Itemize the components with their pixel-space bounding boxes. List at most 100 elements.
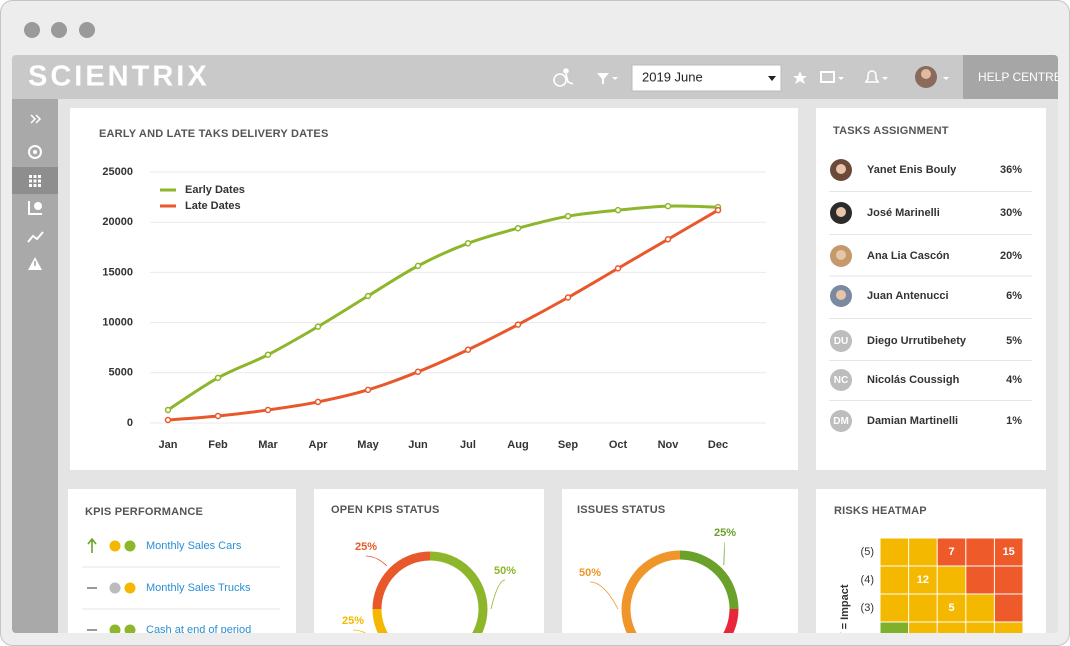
avatar <box>830 410 852 432</box>
leader-line <box>723 541 726 566</box>
leader-line <box>490 579 506 610</box>
series-line <box>167 208 719 422</box>
point <box>514 321 522 328</box>
bell-icon[interactable] <box>864 70 880 83</box>
y-tick-label: 5000 <box>109 367 133 379</box>
y-axis-label: Y = Impact <box>839 584 851 639</box>
status-dot <box>109 624 121 633</box>
y-tick-label: 25000 <box>102 166 133 178</box>
report-icon[interactable] <box>28 201 42 215</box>
card <box>816 108 1046 470</box>
point <box>614 265 622 272</box>
assignee-name: Juan Antenucci <box>867 290 949 302</box>
point <box>464 346 472 353</box>
caret <box>612 77 618 80</box>
heatmap-cell <box>994 594 1023 622</box>
assignee-name: Diego Urrutibehety <box>867 335 967 347</box>
legend-label: Early Dates <box>185 184 245 196</box>
grid-icon[interactable] <box>29 175 41 187</box>
card <box>314 489 544 633</box>
app: SCIENTRIX 2019 June HELP CENTRE <box>12 55 1062 639</box>
window-dot[interactable] <box>79 22 95 38</box>
expand-icon[interactable] <box>30 114 42 124</box>
point <box>164 416 172 424</box>
donut-slice <box>372 608 431 633</box>
donut-slice <box>372 551 431 610</box>
point <box>564 212 572 220</box>
star-icon[interactable] <box>793 71 807 84</box>
row-label: (3) <box>861 602 874 614</box>
kpi-name[interactable]: Monthly Sales Trucks <box>146 582 251 594</box>
status-dot <box>109 540 121 552</box>
date-select-value[interactable]: 2019 June <box>642 69 703 84</box>
help-button[interactable] <box>963 55 1058 99</box>
avatar-face <box>836 164 846 174</box>
avatar-initials: DU <box>834 336 848 347</box>
status-dot <box>124 624 136 633</box>
row-label: (4) <box>861 574 874 586</box>
x-tick-label: Apr <box>309 439 329 451</box>
help-label[interactable]: HELP CENTRE <box>978 70 1062 84</box>
leader-line <box>589 581 619 610</box>
donut-slice <box>621 550 681 633</box>
x-tick-label: Oct <box>609 439 628 451</box>
heatmap-cell <box>966 594 994 622</box>
accessibility-icon[interactable] <box>553 68 574 87</box>
assignee-percent: 6% <box>1006 290 1022 302</box>
cell-label: 5 <box>948 602 954 614</box>
logo[interactable]: SCIENTRIX <box>28 61 210 93</box>
heatmap-cell <box>909 566 937 594</box>
data-label: 25% <box>355 541 377 553</box>
assignee-name: Nicolás Coussigh <box>867 374 960 386</box>
target-icon[interactable] <box>28 145 42 159</box>
point <box>164 406 172 414</box>
heatmap-cell <box>937 622 966 633</box>
trend-icon[interactable] <box>27 231 44 243</box>
heatmap-cell <box>909 622 937 633</box>
assignee-name: José Marinelli <box>867 207 940 219</box>
assignee-name: Damian Martinelli <box>867 415 958 427</box>
heatmap-cell <box>937 594 966 622</box>
y-tick-label: 20000 <box>102 216 133 228</box>
alert-icon[interactable] <box>28 257 42 270</box>
x-tick-label: Aug <box>507 439 528 451</box>
point <box>214 412 222 420</box>
leader-line <box>352 629 388 633</box>
point <box>614 206 622 214</box>
point <box>464 240 472 247</box>
y-tick-label: 0 <box>127 417 133 429</box>
filter-icon[interactable] <box>597 73 609 84</box>
point <box>364 292 372 300</box>
leader-line <box>365 555 388 567</box>
heatmap-cell <box>966 622 994 633</box>
assignee-percent: 4% <box>1006 374 1022 386</box>
window-dot[interactable] <box>24 22 40 38</box>
caret <box>882 77 888 80</box>
x-tick-label: Mar <box>258 439 278 451</box>
x-tick-label: Jun <box>408 439 428 451</box>
date-select[interactable] <box>631 64 782 92</box>
donut-slice <box>679 608 739 633</box>
x-tick-label: Dec <box>708 439 728 451</box>
kpi-name[interactable]: Cash at end of period <box>146 624 251 636</box>
calendar-icon[interactable] <box>820 71 835 83</box>
avatar-face <box>836 250 846 260</box>
heatmap-cell <box>994 538 1023 566</box>
point <box>214 374 222 382</box>
donut-slice <box>429 551 488 633</box>
heatmap-cell <box>909 594 937 622</box>
kpi-name[interactable]: Monthly Sales Cars <box>146 540 242 552</box>
data-label: 25% <box>342 615 364 627</box>
assignee-percent: 30% <box>1000 207 1022 219</box>
point <box>414 262 422 270</box>
heatmap-cell <box>909 538 937 566</box>
user-avatar-face <box>921 69 931 79</box>
x-tick-label: Nov <box>658 439 680 451</box>
window-dot[interactable] <box>51 22 67 38</box>
status-dot <box>109 582 121 594</box>
heatmap-cell <box>937 566 966 594</box>
data-label: 50% <box>494 565 516 577</box>
heatmap-cell <box>880 622 909 633</box>
